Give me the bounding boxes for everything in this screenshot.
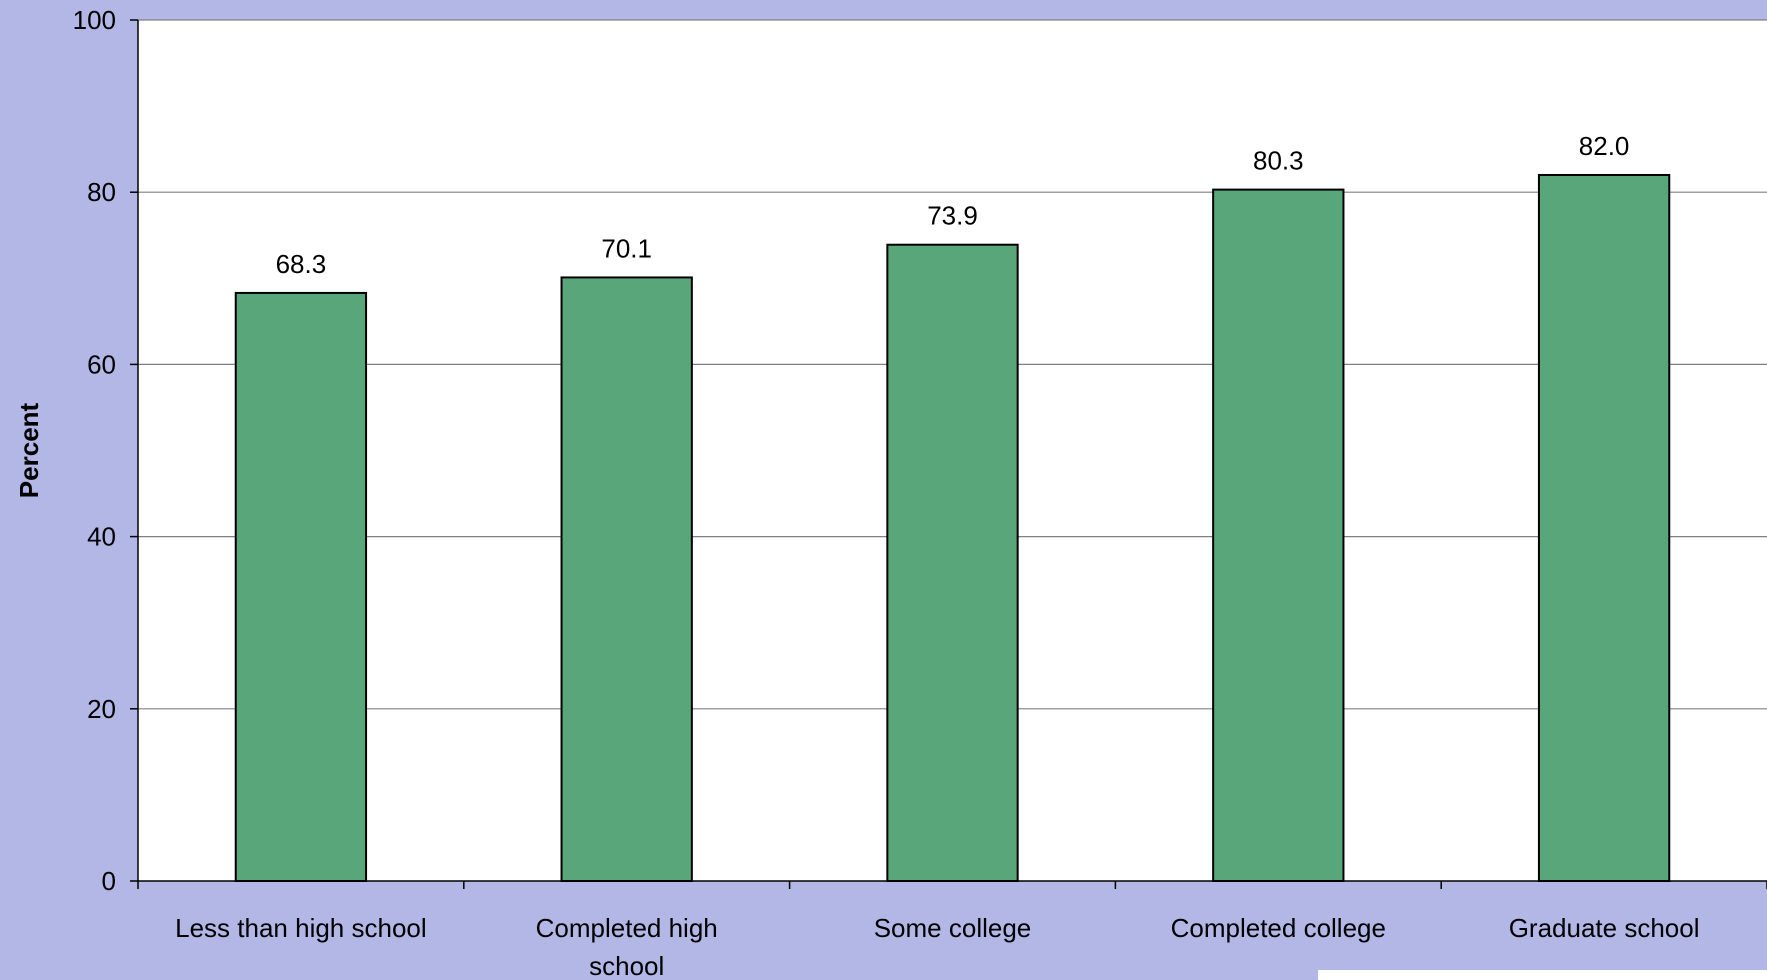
- x-tick-label-line: Some college: [874, 913, 1032, 943]
- data-label: 80.3: [1253, 146, 1304, 176]
- corner-decoration: [1318, 970, 1767, 980]
- y-tick-label: 20: [87, 694, 116, 724]
- data-label: 70.1: [601, 233, 652, 263]
- bars: [234, 173, 1671, 883]
- x-tick-label-line: Completed high: [536, 913, 718, 943]
- y-tick-label: 60: [87, 349, 116, 379]
- y-tick-label: 100: [73, 5, 116, 35]
- bar: [1212, 188, 1345, 882]
- data-labels: 68.3 70.1 73.9 80.3 82.0: [276, 131, 1630, 279]
- bar: [886, 243, 1019, 882]
- x-tick-label: Graduate school: [1509, 913, 1700, 943]
- y-tick-label: 80: [87, 177, 116, 207]
- bar: [560, 276, 693, 882]
- data-label: 82.0: [1579, 131, 1630, 161]
- bar: [234, 291, 368, 882]
- x-tick-label: Completed college: [1171, 913, 1386, 943]
- axes: [130, 19, 1767, 889]
- data-label: 73.9: [927, 201, 978, 231]
- x-tick-label-line: Less than high school: [175, 913, 427, 943]
- x-tick-label: Completed high school: [536, 913, 718, 980]
- y-tick-labels: 0 20 40 60 80 100: [73, 5, 116, 896]
- data-label: 68.3: [276, 249, 327, 279]
- y-tick-label: 0: [102, 866, 116, 896]
- y-tick-label: 40: [87, 522, 116, 552]
- x-tick-label-line: Graduate school: [1509, 913, 1700, 943]
- x-tick-label-line: Completed college: [1171, 913, 1386, 943]
- bar: [1537, 173, 1671, 883]
- x-tick-labels: Less than high school Completed high schoo…: [175, 913, 1699, 980]
- x-tick-label: Some college: [874, 913, 1032, 943]
- y-axis-label: Percent: [14, 402, 44, 498]
- x-tick-label: Less than high school: [175, 913, 427, 943]
- x-tick-label-line: school: [589, 951, 664, 980]
